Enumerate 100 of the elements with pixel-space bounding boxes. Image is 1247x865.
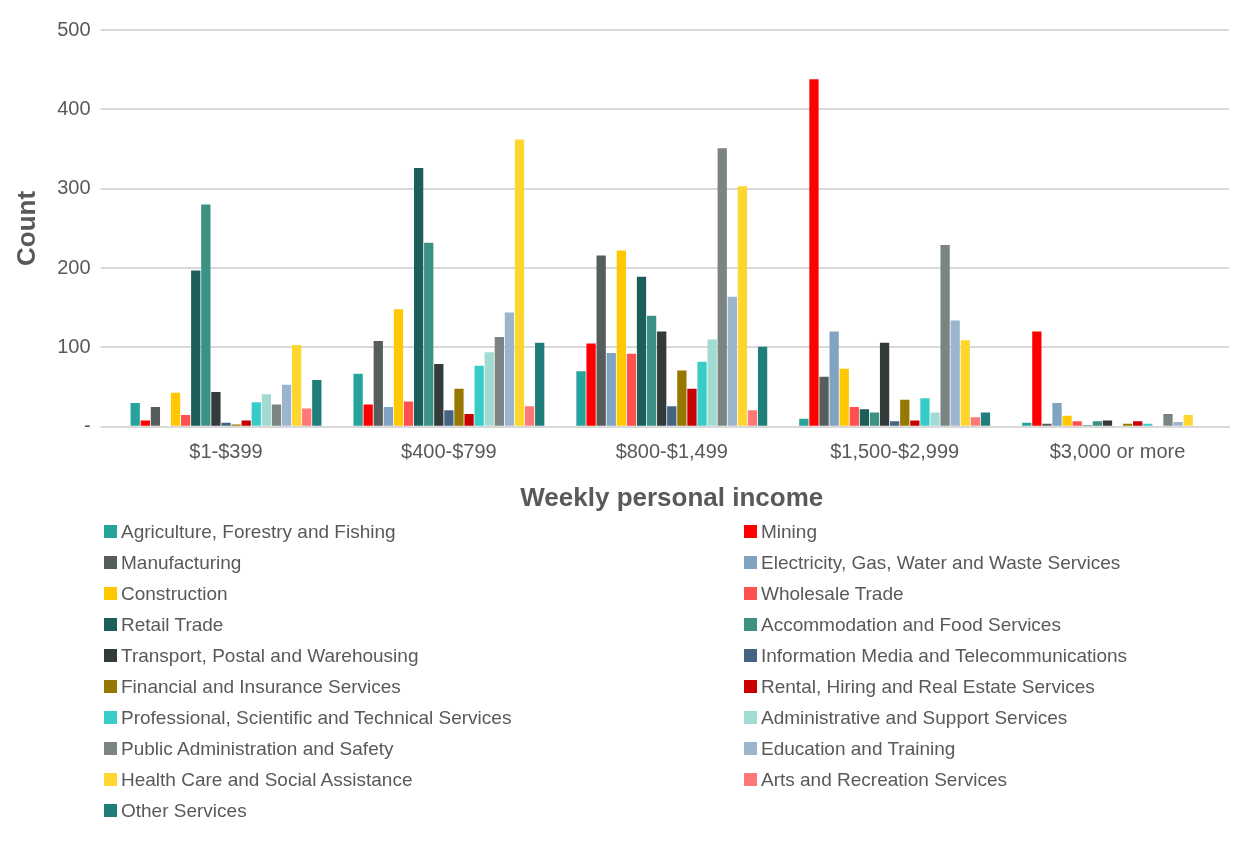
bar: [251, 402, 261, 426]
bar: [606, 353, 616, 426]
bar: [616, 250, 626, 426]
bar: [727, 296, 737, 426]
bar: [424, 242, 434, 426]
bar: [312, 379, 322, 426]
bar: [646, 315, 657, 426]
bar: [717, 148, 727, 426]
y-tick-label: -: [83, 414, 91, 437]
bar: [444, 410, 454, 426]
bar: [261, 394, 272, 426]
bar: [1062, 415, 1072, 426]
y-tick-label: 200: [57, 255, 91, 278]
legend-label: Financial and Insurance Services: [121, 675, 401, 698]
bar: [930, 412, 940, 426]
bar: [434, 364, 444, 426]
bar: [910, 420, 920, 426]
y-tick-label: 100: [57, 334, 91, 357]
bar: [839, 368, 849, 426]
bar: [657, 331, 667, 426]
bar: [403, 401, 414, 426]
bar: [960, 340, 970, 426]
bar: [920, 398, 930, 426]
legend-label: Mining: [761, 520, 817, 543]
bar: [464, 414, 474, 426]
bar: [170, 392, 181, 426]
bar: [980, 412, 991, 426]
bar: [140, 420, 150, 426]
bar: [484, 352, 494, 426]
bar: [373, 341, 383, 426]
bar: [869, 412, 880, 426]
legend-label: Rental, Hiring and Real Estate Services: [761, 675, 1095, 698]
x-tick-label: $1-$399: [189, 440, 263, 463]
bar: [799, 418, 809, 426]
bar: [1123, 423, 1133, 426]
bar: [626, 353, 637, 426]
bar: [1173, 422, 1183, 426]
y-tick-label: 300: [57, 176, 91, 199]
bar: [514, 139, 525, 426]
bar: [271, 404, 282, 426]
bar: [191, 270, 201, 426]
bar: [150, 406, 161, 426]
legend-label: Information Media and Telecommunications: [761, 644, 1128, 667]
bar: [1092, 421, 1103, 426]
legend-label: Construction: [121, 582, 228, 605]
bar: [697, 361, 707, 426]
bar: [494, 337, 504, 426]
x-tick-label: $800-$1,499: [615, 440, 728, 463]
bar: [970, 417, 981, 426]
legend-label: Accommodation and Food Services: [761, 613, 1061, 636]
bar: [383, 406, 394, 426]
legend-label: Agriculture, Forestry and Fishing: [121, 520, 396, 543]
bar: [667, 406, 677, 426]
bar: [1102, 420, 1113, 426]
bar: [950, 320, 960, 426]
bar: [1183, 414, 1193, 426]
bar: [281, 384, 292, 426]
bar: [940, 245, 950, 426]
bar: [353, 373, 363, 426]
legend-label: Transport, Postal and Warehousing: [121, 644, 419, 667]
bar: [1022, 422, 1032, 426]
bar: [535, 342, 545, 426]
legend-label: Arts and Recreation Services: [761, 768, 1008, 791]
legend-label: Electricity, Gas, Water and Waste Services: [761, 551, 1121, 574]
x-tick-label: $3,000 or more: [1049, 440, 1186, 463]
bar: [1163, 414, 1173, 426]
legend-label: Professional, Scientific and Technical Services: [121, 706, 512, 729]
bar: [393, 309, 404, 426]
bar: [413, 168, 424, 426]
bar: [819, 376, 829, 426]
legend-label: Public Administration and Safety: [121, 737, 394, 760]
bar: [677, 370, 687, 426]
bar: [859, 409, 870, 426]
bar: [201, 204, 211, 426]
bar: [474, 365, 484, 426]
legend-label: Administrative and Support Services: [761, 706, 1068, 729]
x-tick-label: $400-$799: [401, 440, 497, 463]
bar: [879, 342, 890, 426]
bar: [687, 388, 697, 426]
bar: [636, 276, 647, 426]
bar: [1143, 423, 1153, 426]
bar: [747, 410, 758, 426]
bar: [211, 391, 221, 426]
bar: [1042, 423, 1052, 426]
bar: [849, 406, 859, 426]
bar: [809, 79, 819, 426]
bar: [130, 402, 140, 426]
bar: [363, 404, 373, 426]
bar: [900, 399, 910, 426]
y-tick-label: 400: [57, 96, 91, 119]
legend-label: Health Care and Social Assistance: [121, 768, 413, 791]
bar: [241, 420, 251, 426]
bar: [454, 388, 464, 426]
x-axis-title: Weekly personal income: [520, 481, 824, 512]
bar: [596, 255, 606, 426]
bar: [524, 406, 535, 426]
bar: [707, 339, 717, 426]
y-tick-label: 500: [57, 17, 91, 40]
bar: [829, 331, 839, 426]
bar: [221, 422, 231, 426]
